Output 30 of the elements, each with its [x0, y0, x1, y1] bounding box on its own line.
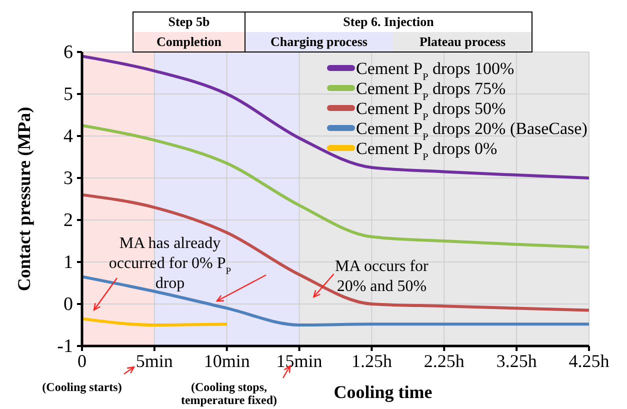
text: (Cooling starts): [42, 380, 122, 394]
y-tick-label: 5: [64, 84, 73, 105]
x-tick-label: 15min: [276, 351, 322, 371]
text: Step 5b: [168, 14, 210, 29]
y-tick-label: 0: [64, 294, 73, 315]
x-tick-label: 4.25h: [568, 351, 610, 371]
text: Step 6. Injection: [343, 14, 435, 29]
x-axis-title: Cooling time: [334, 382, 432, 402]
line-series: [80, 275, 590, 326]
x-tick-label: 0: [78, 351, 86, 371]
y-tick-label: 4: [64, 126, 74, 147]
x-tick-label: 3.25h: [496, 351, 537, 371]
line-series: [80, 54, 590, 180]
y-tick-label: -1: [57, 336, 73, 357]
band-label: Completion: [156, 34, 222, 49]
x-tick-label: 5min: [136, 351, 173, 371]
y-tick-label: 2: [64, 210, 73, 231]
x-tick-label: 2.25h: [424, 351, 464, 371]
text: (Cooling stops, temperature fixed): [180, 380, 278, 407]
line-series: [80, 193, 590, 312]
text: MA has already occurred for 0% P$_{P}$ drop: [108, 235, 232, 292]
band-label: Charging process: [270, 34, 368, 49]
y-axis-title: Contact pressure (MPa): [14, 106, 34, 292]
x-tick-label: 10min: [204, 351, 250, 371]
y-tick-label: 1: [64, 252, 73, 273]
y-tick-label: 3: [64, 168, 73, 189]
band-label: Plateau process: [419, 34, 506, 49]
y-tick-label: 6: [64, 42, 73, 63]
annotation: MA occurs for 20% and 50%: [335, 258, 430, 295]
x-tick-label: 1.25h: [351, 351, 392, 371]
